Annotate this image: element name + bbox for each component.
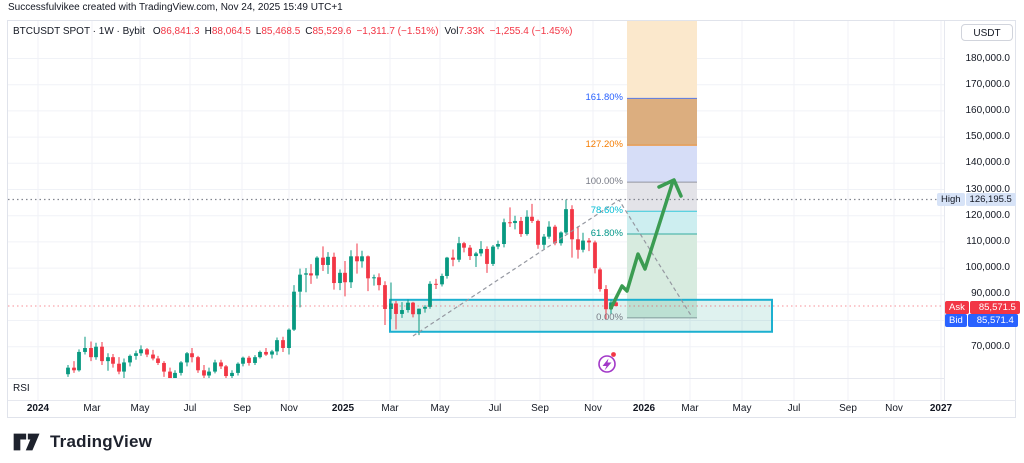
- symbol-legend[interactable]: BTCUSDT SPOT · 1W · Bybit O 86,841.3 H 88,0…: [13, 26, 578, 37]
- bid-label: Bid: [945, 313, 967, 327]
- ohlc-pair: L 85,468.5: [255, 26, 301, 37]
- ohlc-pair: H 88,064.5: [204, 26, 251, 37]
- time-tick-label[interactable]: Jul: [183, 403, 197, 414]
- symbol-title[interactable]: BTCUSDT SPOT · 1W · Bybit: [13, 26, 145, 37]
- tradingview-logo[interactable]: TradingView: [12, 429, 152, 455]
- time-tick-label[interactable]: Jul: [488, 403, 502, 414]
- time-tick-label[interactable]: Sep: [233, 403, 251, 414]
- time-tick-label[interactable]: May: [732, 403, 752, 414]
- candlestick-series: [66, 199, 618, 378]
- time-tick-label[interactable]: Sep: [839, 403, 857, 414]
- tradingview-logo-icon: [13, 433, 40, 451]
- time-tick-label[interactable]: 2025: [331, 403, 355, 414]
- time-tick-label[interactable]: 2027: [929, 403, 953, 414]
- time-tick-label[interactable]: Nov: [584, 403, 602, 414]
- projection-arrow-line[interactable]: [609, 179, 675, 310]
- change-value: −1,311.7 (−1.51%): [356, 26, 439, 37]
- gridlines: [8, 21, 944, 400]
- high-label: High: [937, 192, 965, 206]
- fib-level-label: 161.80%: [585, 92, 623, 104]
- ask-price-marker: Ask 85,571.5: [945, 301, 1020, 314]
- price-tick-label[interactable]: 110,000.0: [966, 235, 1010, 247]
- pane-separator[interactable]: [8, 378, 944, 379]
- ohlc-pair: C 85,529.6: [305, 26, 352, 37]
- time-tick-label[interactable]: Nov: [280, 403, 298, 414]
- time-tick-label[interactable]: Mar: [83, 403, 101, 414]
- time-tick-label[interactable]: Nov: [885, 403, 903, 414]
- fib-trend-dashed-line[interactable]: [412, 199, 693, 337]
- ohlc-values: O 86,841.3 H 88,064.5 L 85,468.5 C 85,529.6 −1,3…: [153, 26, 579, 37]
- price-tick-label[interactable]: 130,000.0: [965, 183, 1011, 195]
- high-value: 126,195.5: [965, 192, 1016, 206]
- price-tick-label[interactable]: 180,000.0: [965, 52, 1011, 64]
- time-tick-label[interactable]: May: [430, 403, 450, 414]
- flash-sticker-icon[interactable]: [598, 352, 616, 373]
- volume-pair: Vol 7.33K: [444, 26, 485, 37]
- fib-level-label: 61.80%: [590, 228, 623, 240]
- fib-level-label: 127.20%: [585, 139, 623, 151]
- time-tick-label[interactable]: 2024: [26, 403, 50, 414]
- time-tick-label[interactable]: 2026: [632, 403, 656, 414]
- high-price-marker: High 126,195.5: [937, 192, 1016, 206]
- fib-extension-drawing[interactable]: [627, 21, 697, 319]
- price-tick-label[interactable]: 90,000.0: [971, 288, 1010, 300]
- time-axis-separator: [8, 400, 1016, 401]
- currency-button[interactable]: USDT: [961, 24, 1013, 41]
- price-axis-separator: [944, 21, 945, 400]
- time-tick-label[interactable]: Mar: [681, 403, 699, 414]
- price-tick-label[interactable]: 170,000.0: [965, 78, 1011, 90]
- time-tick-label[interactable]: Jul: [787, 403, 801, 414]
- tradingview-logo-text: TradingView: [50, 432, 153, 451]
- fib-level-label: 78.60%: [590, 205, 623, 217]
- volume-change-value: −1,255.4 (−1.45%): [489, 26, 573, 37]
- price-tick-label[interactable]: 160,000.0: [965, 104, 1011, 116]
- time-tick-label[interactable]: Mar: [381, 403, 399, 414]
- price-tick-label[interactable]: 100,000.0: [965, 262, 1011, 274]
- time-tick-label[interactable]: Sep: [531, 403, 549, 414]
- fib-level-label: 100.00%: [585, 176, 623, 188]
- attribution-text: Successfulvikee created with TradingView…: [8, 2, 343, 13]
- ask-value: 85,571.5: [969, 301, 1020, 314]
- ask-label: Ask: [945, 301, 969, 314]
- bid-value: 85,571.4: [967, 313, 1018, 327]
- price-tick-label[interactable]: 70,000.0: [971, 340, 1010, 352]
- price-tick-label[interactable]: 120,000.0: [965, 209, 1011, 221]
- price-tick-label[interactable]: 140,000.0: [965, 157, 1011, 169]
- bid-price-marker: Bid 85,571.4: [945, 313, 1018, 327]
- rsi-pane-label[interactable]: RSI: [13, 383, 30, 394]
- fib-level-label: 0.00%: [596, 311, 623, 323]
- support-zone-box[interactable]: [389, 298, 773, 333]
- projection-arrow-head: [657, 178, 683, 198]
- time-tick-label[interactable]: May: [130, 403, 150, 414]
- price-tick-label[interactable]: 150,000.0: [965, 131, 1011, 143]
- ohlc-pair: O 86,841.3: [152, 26, 200, 37]
